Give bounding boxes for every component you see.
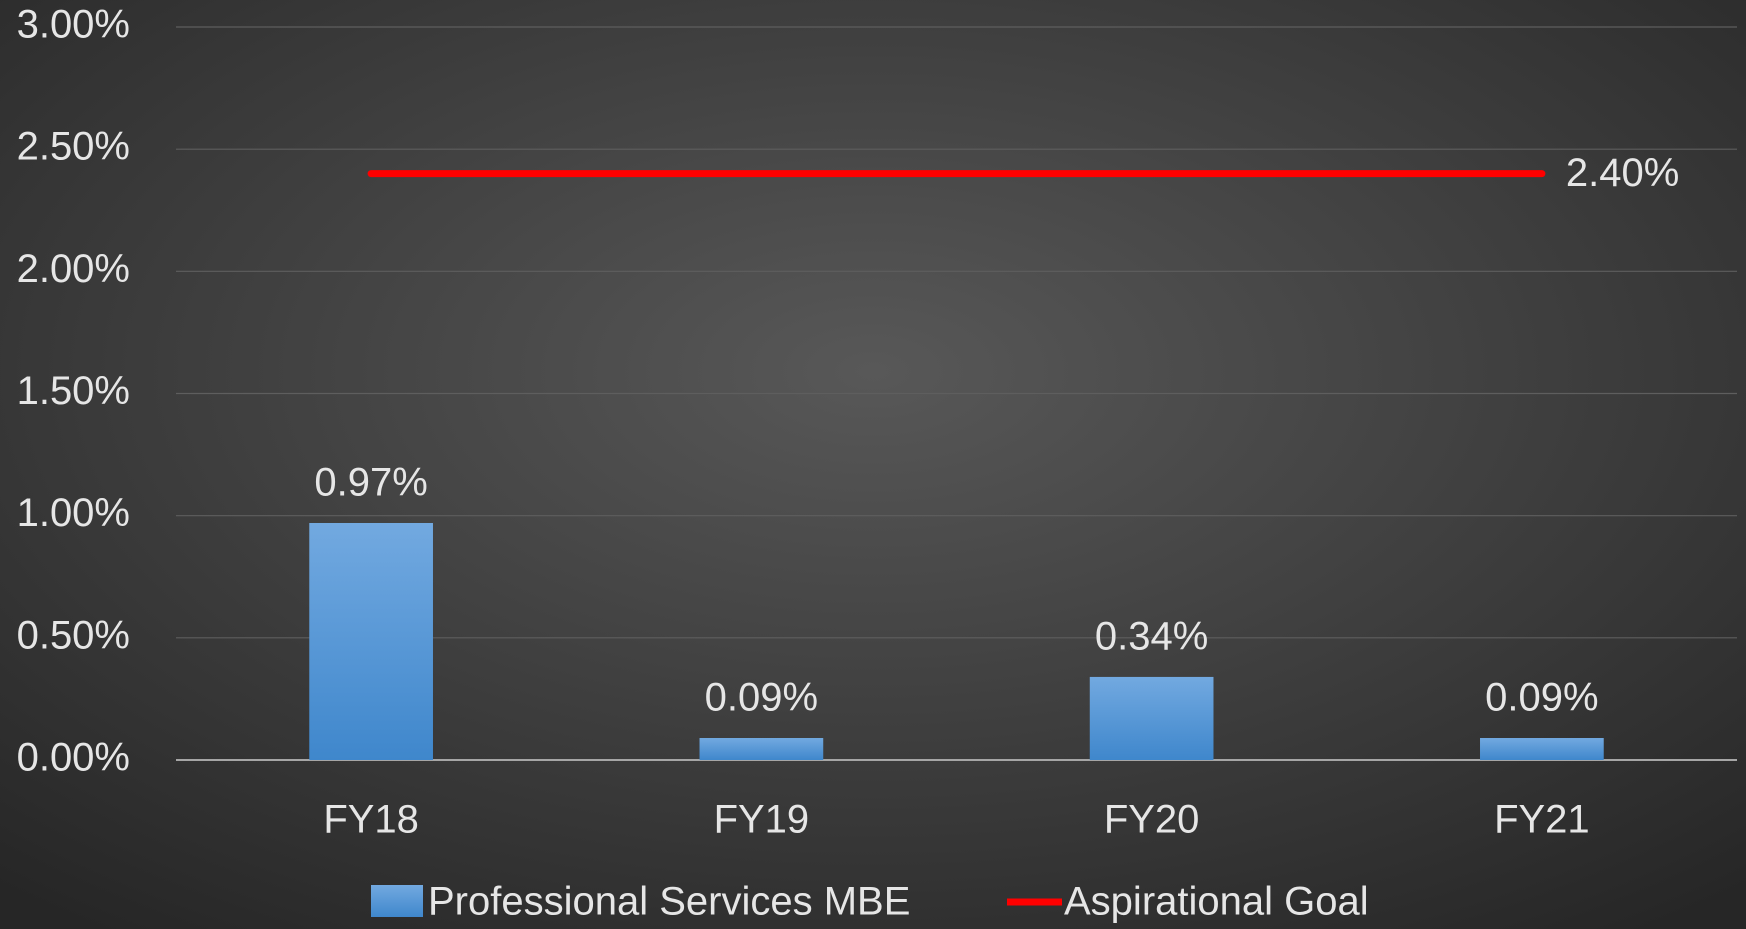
- bar: [1089, 676, 1214, 760]
- data-label: 0.97%: [314, 461, 427, 505]
- y-tick-label: 1.50%: [17, 369, 130, 413]
- x-tick-label: FY19: [714, 798, 810, 842]
- y-tick-label: 3.00%: [17, 3, 130, 47]
- bar: [699, 738, 824, 760]
- y-tick-label: 0.00%: [17, 736, 130, 780]
- x-tick-label: FY21: [1494, 798, 1590, 842]
- legend-label: Aspirational Goal: [1064, 880, 1369, 924]
- bar: [309, 522, 433, 760]
- bar: [1480, 738, 1604, 760]
- y-tick-label: 0.50%: [17, 613, 130, 657]
- data-label: 0.09%: [1485, 676, 1598, 720]
- y-tick-label: 2.50%: [17, 125, 130, 169]
- data-label: 2.40%: [1566, 151, 1679, 195]
- y-tick-label: 2.00%: [17, 247, 130, 291]
- data-label: 0.09%: [705, 676, 818, 720]
- y-tick-label: 1.00%: [17, 491, 130, 535]
- legend-label: Professional Services MBE: [428, 880, 910, 924]
- data-label: 0.34%: [1095, 614, 1208, 658]
- x-tick-label: FY18: [323, 798, 419, 842]
- x-tick-label: FY20: [1104, 798, 1200, 842]
- legend-swatch: [371, 885, 423, 917]
